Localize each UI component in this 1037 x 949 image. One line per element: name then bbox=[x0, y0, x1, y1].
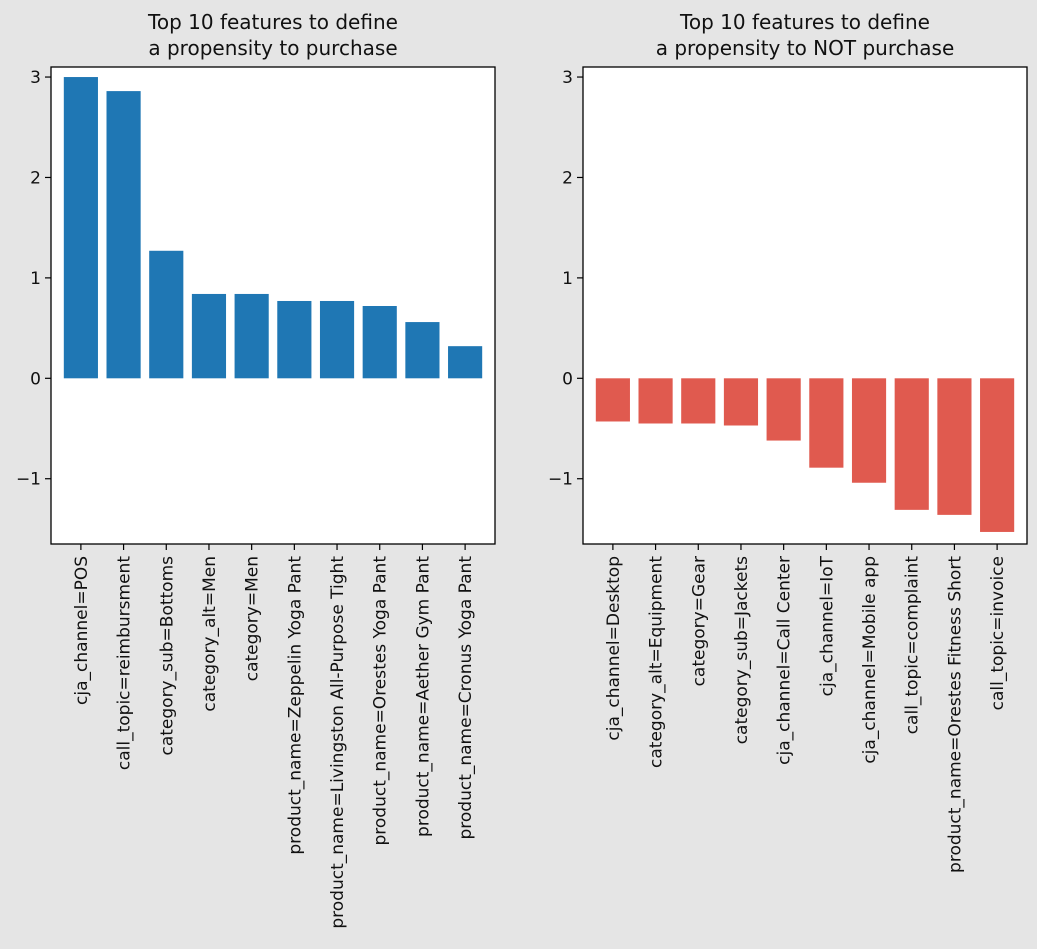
x-tick-label: cja_channel=POS bbox=[72, 556, 92, 705]
axes-frame bbox=[582, 66, 1028, 545]
bar bbox=[319, 300, 355, 379]
bar bbox=[851, 378, 887, 483]
x-tick-label: call_topic=reimbursment bbox=[115, 556, 135, 770]
x-tick-label: category_sub=Bottoms bbox=[157, 556, 177, 756]
bar bbox=[723, 378, 759, 426]
y-tick-label: −1 bbox=[16, 470, 41, 490]
y-tick-label: 3 bbox=[30, 68, 41, 88]
x-tick-label: call_topic=complaint bbox=[903, 556, 923, 735]
y-tick-label: 3 bbox=[562, 68, 573, 88]
x-tick-label: category=Gear bbox=[689, 556, 709, 686]
chart-title-line: a propensity to purchase bbox=[148, 36, 397, 60]
x-tick-label: category=Men bbox=[243, 556, 263, 681]
bar bbox=[809, 378, 844, 468]
x-tick-label: category_alt=Men bbox=[200, 556, 220, 712]
bar bbox=[63, 77, 98, 379]
x-tick-label: cja_channel=Desktop bbox=[604, 556, 624, 741]
bar bbox=[362, 306, 397, 379]
y-tick-label: 1 bbox=[30, 269, 41, 289]
bar bbox=[980, 378, 1015, 532]
axes-frame bbox=[50, 66, 496, 545]
y-tick-label: 0 bbox=[30, 369, 41, 389]
bar bbox=[149, 250, 184, 379]
x-tick-label: cja_channel=IoT bbox=[817, 555, 837, 696]
bar bbox=[405, 322, 440, 379]
x-tick-label: product_name=Livingston All-Purpose Tigh… bbox=[328, 556, 348, 929]
x-tick-label: cja_channel=Call Center bbox=[775, 556, 795, 765]
bar bbox=[191, 293, 227, 379]
x-tick-label: call_topic=invoice bbox=[988, 556, 1008, 710]
x-tick-label: product_name=Aether Gym Pant bbox=[413, 556, 433, 837]
y-tick-label: 2 bbox=[30, 168, 41, 188]
chart-title-line: a propensity to NOT purchase bbox=[656, 36, 955, 60]
chart-title-line: Top 10 features to define bbox=[147, 10, 398, 34]
x-tick-label: product_name=Cronus Yoga Pant bbox=[456, 556, 476, 840]
bar bbox=[277, 300, 312, 379]
y-tick-label: 0 bbox=[562, 369, 573, 389]
x-tick-label: product_name=Orestes Yoga Pant bbox=[371, 556, 391, 846]
y-tick-label: 2 bbox=[562, 168, 573, 188]
bar bbox=[937, 378, 972, 515]
y-tick-label: −1 bbox=[548, 470, 573, 490]
bar bbox=[681, 378, 716, 424]
bar bbox=[106, 91, 141, 379]
x-tick-label: category_alt=Equipment bbox=[647, 556, 667, 768]
bar bbox=[234, 293, 269, 379]
chart-title-line: Top 10 features to define bbox=[679, 10, 930, 34]
bar bbox=[595, 378, 630, 422]
bar bbox=[766, 378, 801, 441]
bar bbox=[448, 346, 483, 379]
bar bbox=[894, 378, 929, 510]
x-tick-label: product_name=Zeppelin Yoga Pant bbox=[285, 556, 305, 855]
y-tick-label: 1 bbox=[562, 269, 573, 289]
x-tick-label: product_name=Orestes Fitness Short bbox=[945, 556, 965, 873]
x-tick-label: cja_channel=Mobile app bbox=[860, 556, 880, 764]
x-tick-label: category_sub=Jackets bbox=[732, 556, 752, 744]
bar bbox=[638, 378, 673, 424]
